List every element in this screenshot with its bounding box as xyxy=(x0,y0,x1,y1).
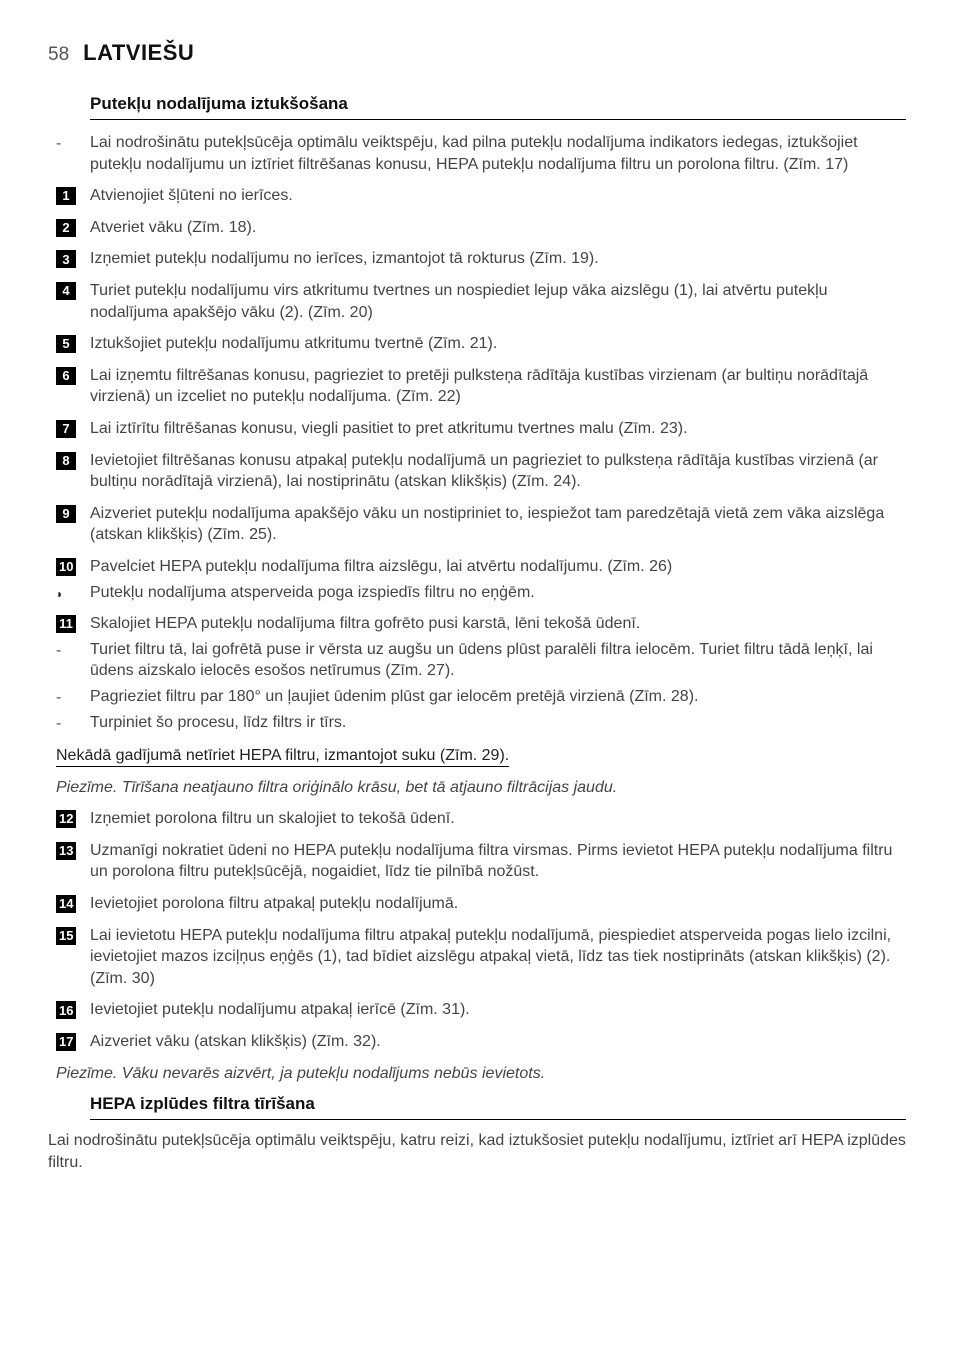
dash-marker: - xyxy=(56,687,61,709)
step-row: 14 Ievietojiet porolona filtru atpakaļ p… xyxy=(56,893,906,915)
step-row: 16 Ievietojiet putekļu nodalījumu atpaka… xyxy=(56,999,906,1021)
step-text: Atvienojiet šļūteni no ierīces. xyxy=(90,185,906,207)
step-num-16: 16 xyxy=(56,1001,76,1019)
step-row: 10 Pavelciet HEPA putekļu nodalījuma fil… xyxy=(56,556,906,578)
step-text: Aizveriet putekļu nodalījuma apakšējo vā… xyxy=(90,503,906,546)
step-text: Iztukšojiet putekļu nodalījumu atkritumu… xyxy=(90,333,906,355)
step-row: 3 Izņemiet putekļu nodalījumu no ierīces… xyxy=(56,248,906,270)
step-row: 11 Skalojiet HEPA putekļu nodalījuma fil… xyxy=(56,613,906,635)
note-1: Piezīme. Tīrīšana neatjauno filtra oriģi… xyxy=(56,777,906,799)
step-text: Turiet putekļu nodalījumu virs atkritumu… xyxy=(90,280,906,323)
step-row: 4 Turiet putekļu nodalījumu virs atkritu… xyxy=(56,280,906,323)
dash-marker: - xyxy=(56,640,61,662)
page-header: 58 LATVIEŠU xyxy=(48,40,906,66)
sub-text: Pagrieziet filtru par 180° un ļaujiet ūd… xyxy=(90,686,906,708)
sub-text: Turiet filtru tā, lai gofrētā puse ir vē… xyxy=(90,639,906,682)
step-num-14: 14 xyxy=(56,895,76,913)
step-num-9: 9 xyxy=(56,505,76,523)
step-text: Skalojiet HEPA putekļu nodalījuma filtra… xyxy=(90,613,906,635)
step-num-1: 1 xyxy=(56,187,76,205)
step-num-2: 2 xyxy=(56,219,76,237)
step-row: 8 Ievietojiet filtrēšanas konusu atpakaļ… xyxy=(56,450,906,493)
warning-line: Nekādā gadījumā netīriet HEPA filtru, iz… xyxy=(56,745,906,767)
step-num-17: 17 xyxy=(56,1033,76,1051)
step-row: 15 Lai ievietotu HEPA putekļu nodalījuma… xyxy=(56,925,906,990)
intro-text: Lai nodrošinātu putekļsūcēja optimālu ve… xyxy=(90,132,906,175)
triangle-marker-icon: ◗ xyxy=(56,586,63,602)
step-num-3: 3 xyxy=(56,250,76,268)
step-num-6: 6 xyxy=(56,367,76,385)
sub-row: ◗ Putekļu nodalījuma atsperveida poga iz… xyxy=(56,582,906,604)
step-row: 13 Uzmanīgi nokratiet ūdeni no HEPA pute… xyxy=(56,840,906,883)
sub-row: - Turpiniet šo procesu, līdz filtrs ir t… xyxy=(56,712,906,735)
step-text: Ievietojiet porolona filtru atpakaļ pute… xyxy=(90,893,906,915)
step-num-4: 4 xyxy=(56,282,76,300)
language-label: LATVIEŠU xyxy=(83,40,194,66)
step-row: 5 Iztukšojiet putekļu nodalījumu atkritu… xyxy=(56,333,906,355)
sub-text: Putekļu nodalījuma atsperveida poga izsp… xyxy=(90,582,906,604)
step-num-5: 5 xyxy=(56,335,76,353)
step-row: 17 Aizveriet vāku (atskan klikšķis) (Zīm… xyxy=(56,1031,906,1053)
step-num-13: 13 xyxy=(56,842,76,860)
step-num-7: 7 xyxy=(56,420,76,438)
step-text: Pavelciet HEPA putekļu nodalījuma filtra… xyxy=(90,556,906,578)
step-text: Uzmanīgi nokratiet ūdeni no HEPA putekļu… xyxy=(90,840,906,883)
step-text: Ievietojiet filtrēšanas konusu atpakaļ p… xyxy=(90,450,906,493)
step-text: Lai iztīrītu filtrēšanas konusu, viegli … xyxy=(90,418,906,440)
section-title-1: Putekļu nodalījuma iztukšošana xyxy=(90,94,906,120)
step-num-8: 8 xyxy=(56,452,76,470)
step-row: 7 Lai iztīrītu filtrēšanas konusu, viegl… xyxy=(56,418,906,440)
sub-row: - Pagrieziet filtru par 180° un ļaujiet … xyxy=(56,686,906,709)
step-row: 6 Lai izņemtu filtrēšanas konusu, pagrie… xyxy=(56,365,906,408)
step-row: 1 Atvienojiet šļūteni no ierīces. xyxy=(56,185,906,207)
dash-marker: - xyxy=(56,713,61,735)
step-num-15: 15 xyxy=(56,927,76,945)
step-text: Ievietojiet putekļu nodalījumu atpakaļ i… xyxy=(90,999,906,1021)
note-2: Piezīme. Vāku nevarēs aizvērt, ja putekļ… xyxy=(56,1063,906,1085)
step-row: 12 Izņemiet porolona filtru un skalojiet… xyxy=(56,808,906,830)
step-text: Atveriet vāku (Zīm. 18). xyxy=(90,217,906,239)
intro-row: - Lai nodrošinātu putekļsūcēja optimālu … xyxy=(56,132,906,175)
step-row: 9 Aizveriet putekļu nodalījuma apakšējo … xyxy=(56,503,906,546)
content: - Lai nodrošinātu putekļsūcēja optimālu … xyxy=(48,132,906,1084)
sub-row: - Turiet filtru tā, lai gofrētā puse ir … xyxy=(56,639,906,682)
step-num-10: 10 xyxy=(56,558,76,576)
page-number: 58 xyxy=(48,44,69,66)
step-text: Lai izņemtu filtrēšanas konusu, pagriezi… xyxy=(90,365,906,408)
section-title-2: HEPA izplūdes filtra tīrīšana xyxy=(90,1094,906,1120)
warning-text: Nekādā gadījumā netīriet HEPA filtru, iz… xyxy=(56,747,509,767)
section-2-body: Lai nodrošinātu putekļsūcēja optimālu ve… xyxy=(48,1130,906,1173)
step-text: Lai ievietotu HEPA putekļu nodalījuma fi… xyxy=(90,925,906,990)
dash-marker: - xyxy=(56,133,61,155)
step-num-12: 12 xyxy=(56,810,76,828)
step-text: Aizveriet vāku (atskan klikšķis) (Zīm. 3… xyxy=(90,1031,906,1053)
step-text: Izņemiet porolona filtru un skalojiet to… xyxy=(90,808,906,830)
step-text: Izņemiet putekļu nodalījumu no ierīces, … xyxy=(90,248,906,270)
sub-text: Turpiniet šo procesu, līdz filtrs ir tīr… xyxy=(90,712,906,734)
step-num-11: 11 xyxy=(56,615,76,633)
step-row: 2 Atveriet vāku (Zīm. 18). xyxy=(56,217,906,239)
